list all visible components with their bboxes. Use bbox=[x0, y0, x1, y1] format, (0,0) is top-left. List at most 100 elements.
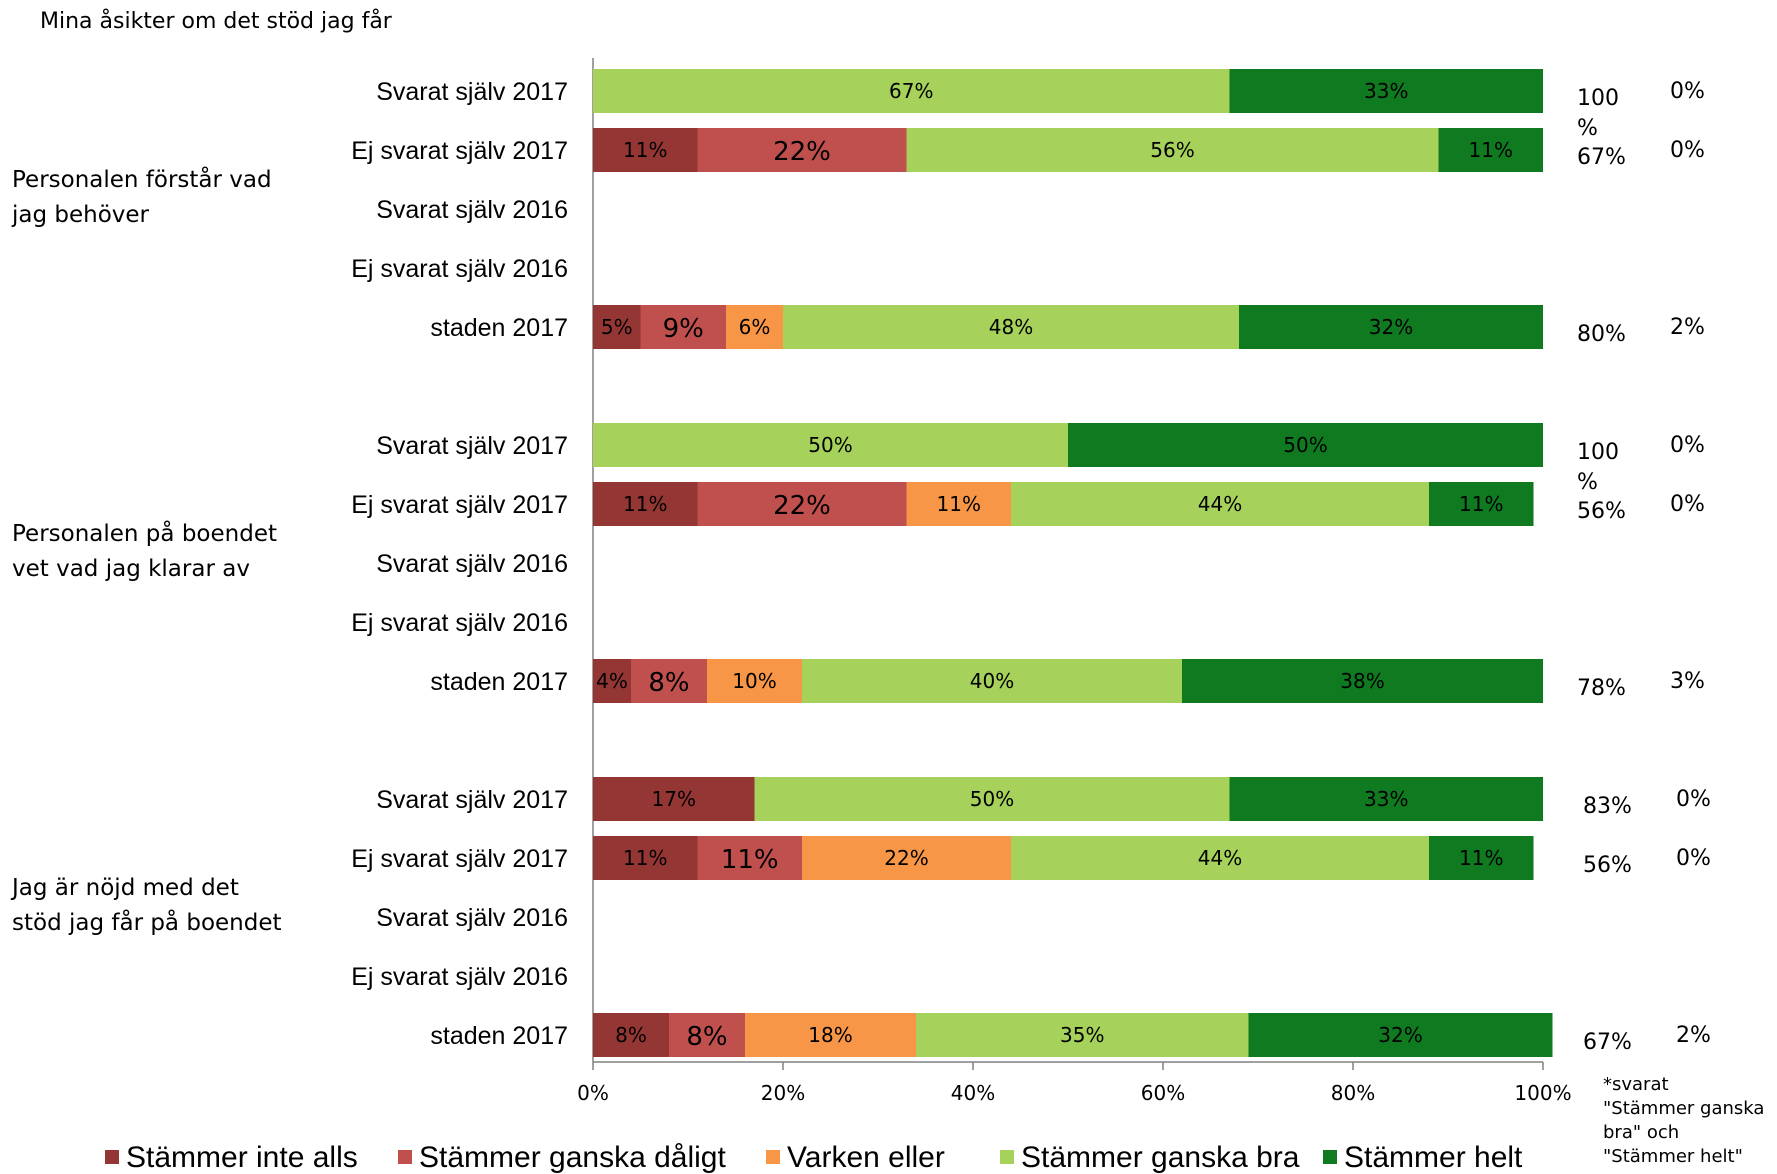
row-label: Svarat själv 2017 bbox=[376, 78, 568, 106]
data-label: 48% bbox=[989, 315, 1033, 339]
row-label: Svarat själv 2017 bbox=[376, 432, 568, 460]
data-label: 33% bbox=[1364, 79, 1408, 103]
data-label: 33% bbox=[1364, 787, 1408, 811]
row-label: Svarat själv 2016 bbox=[376, 196, 568, 224]
negative-share: 0% bbox=[1676, 787, 1711, 812]
data-label: 10% bbox=[732, 669, 776, 693]
negative-share: 0% bbox=[1676, 846, 1711, 871]
bar-segment bbox=[1011, 482, 1429, 526]
data-label: 22% bbox=[773, 137, 831, 167]
legend-label: Stämmer inte alls bbox=[126, 1141, 358, 1174]
data-label: 17% bbox=[652, 787, 696, 811]
data-label: 8% bbox=[686, 1022, 727, 1052]
bar-segment bbox=[593, 836, 698, 880]
group-label: Jag är nöjd med det bbox=[10, 875, 239, 901]
data-label: 11% bbox=[623, 846, 667, 870]
category-labels: Personalen förstår vad jag behöver Svarat … bbox=[10, 78, 568, 1050]
data-label: 50% bbox=[970, 787, 1014, 811]
bar-segment bbox=[593, 659, 631, 703]
x-tick-label: 0% bbox=[577, 1081, 609, 1105]
x-tick-label: 20% bbox=[761, 1081, 805, 1105]
footnote-line: *svarat bbox=[1603, 1074, 1669, 1095]
group-label: Personalen på boendet bbox=[12, 519, 277, 547]
negative-share: 0% bbox=[1670, 79, 1705, 104]
group-label: vet vad jag klarar av bbox=[12, 556, 250, 582]
legend-label: Stämmer helt bbox=[1344, 1141, 1523, 1174]
data-label: 50% bbox=[808, 433, 852, 457]
data-label: 11% bbox=[1459, 492, 1503, 516]
legend-swatch bbox=[766, 1150, 780, 1164]
group-label: Personalen förstår vad bbox=[12, 165, 272, 193]
x-axis: 0% 20% 40% 60% 80% 100% bbox=[577, 1061, 1572, 1105]
bar-segment bbox=[726, 305, 783, 349]
footnote-line: "Stämmer ganska bbox=[1603, 1098, 1764, 1119]
bar-segment bbox=[906, 482, 1011, 526]
chart-title: Mina åsikter om det stöd jag får bbox=[40, 8, 393, 34]
bar-segment bbox=[1068, 423, 1543, 467]
data-label: 11% bbox=[721, 845, 779, 875]
bar-segment bbox=[1011, 836, 1429, 880]
row-label: Svarat själv 2016 bbox=[376, 550, 568, 578]
bar-segment bbox=[802, 659, 1182, 703]
bar-segment bbox=[802, 836, 1011, 880]
bar-segment bbox=[631, 659, 707, 703]
footnote: *svarat "Stämmer ganska bra" och "Stämmer h… bbox=[1603, 1074, 1764, 1167]
positive-share: 100 bbox=[1577, 86, 1619, 111]
data-label: 11% bbox=[937, 492, 981, 516]
bar-segment bbox=[1429, 836, 1534, 880]
positive-share: 83% bbox=[1583, 794, 1632, 819]
positive-share: 67% bbox=[1583, 1030, 1632, 1055]
group-label: stöd jag får på boendet bbox=[12, 908, 282, 936]
data-label: 18% bbox=[808, 1023, 852, 1047]
bar-segment bbox=[593, 777, 755, 821]
bar-segment bbox=[1438, 128, 1543, 172]
x-tick-label: 60% bbox=[1141, 1081, 1185, 1105]
footnote-line: bra" och bbox=[1603, 1122, 1679, 1143]
bar-segment bbox=[593, 482, 698, 526]
data-label: 56% bbox=[1150, 138, 1194, 162]
positive-share-unit: % bbox=[1577, 116, 1598, 141]
legend-swatch bbox=[1323, 1150, 1337, 1164]
legend-label: Stämmer ganska dåligt bbox=[419, 1141, 726, 1174]
row-label: Ej svarat själv 2017 bbox=[351, 845, 568, 873]
bar-segment bbox=[1182, 659, 1543, 703]
bar-segment bbox=[1248, 1013, 1553, 1057]
bar-segment bbox=[697, 836, 802, 880]
legend-label: Stämmer ganska bra bbox=[1021, 1141, 1300, 1174]
bar-segment bbox=[697, 128, 907, 172]
data-label: 22% bbox=[773, 491, 831, 521]
negative-share: 0% bbox=[1670, 138, 1705, 163]
bar-segment bbox=[593, 1013, 669, 1057]
legend-swatch bbox=[1000, 1150, 1014, 1164]
bar-segment bbox=[593, 423, 1068, 467]
data-label: 8% bbox=[615, 1023, 647, 1047]
row-label: Ej svarat själv 2016 bbox=[351, 963, 568, 991]
data-label: 35% bbox=[1060, 1023, 1104, 1047]
positive-share: 80% bbox=[1577, 322, 1626, 347]
bar-segment bbox=[593, 305, 641, 349]
data-label: 6% bbox=[739, 315, 771, 339]
legend-label: Varken eller bbox=[787, 1141, 945, 1174]
data-label: 32% bbox=[1378, 1023, 1422, 1047]
row-label: staden 2017 bbox=[430, 1022, 568, 1050]
data-label: 44% bbox=[1198, 846, 1242, 870]
positive-share: 56% bbox=[1577, 499, 1626, 524]
data-label: 11% bbox=[1469, 138, 1513, 162]
row-label: Svarat själv 2016 bbox=[376, 904, 568, 932]
positive-share: 100 bbox=[1577, 440, 1619, 465]
footnote-line: "Stämmer helt" bbox=[1603, 1146, 1743, 1167]
data-label: 32% bbox=[1369, 315, 1413, 339]
negative-share: 3% bbox=[1670, 669, 1705, 694]
data-label: 11% bbox=[623, 138, 667, 162]
group-label: jag behöver bbox=[11, 202, 150, 228]
bar-segment bbox=[754, 777, 1230, 821]
data-label: 38% bbox=[1340, 669, 1384, 693]
bar-segment bbox=[906, 128, 1439, 172]
bar-segment bbox=[783, 305, 1239, 349]
data-label: 11% bbox=[623, 492, 667, 516]
data-label: 5% bbox=[601, 315, 633, 339]
negative-share: 2% bbox=[1670, 315, 1705, 340]
row-label: staden 2017 bbox=[430, 314, 568, 342]
data-label: 40% bbox=[970, 669, 1014, 693]
